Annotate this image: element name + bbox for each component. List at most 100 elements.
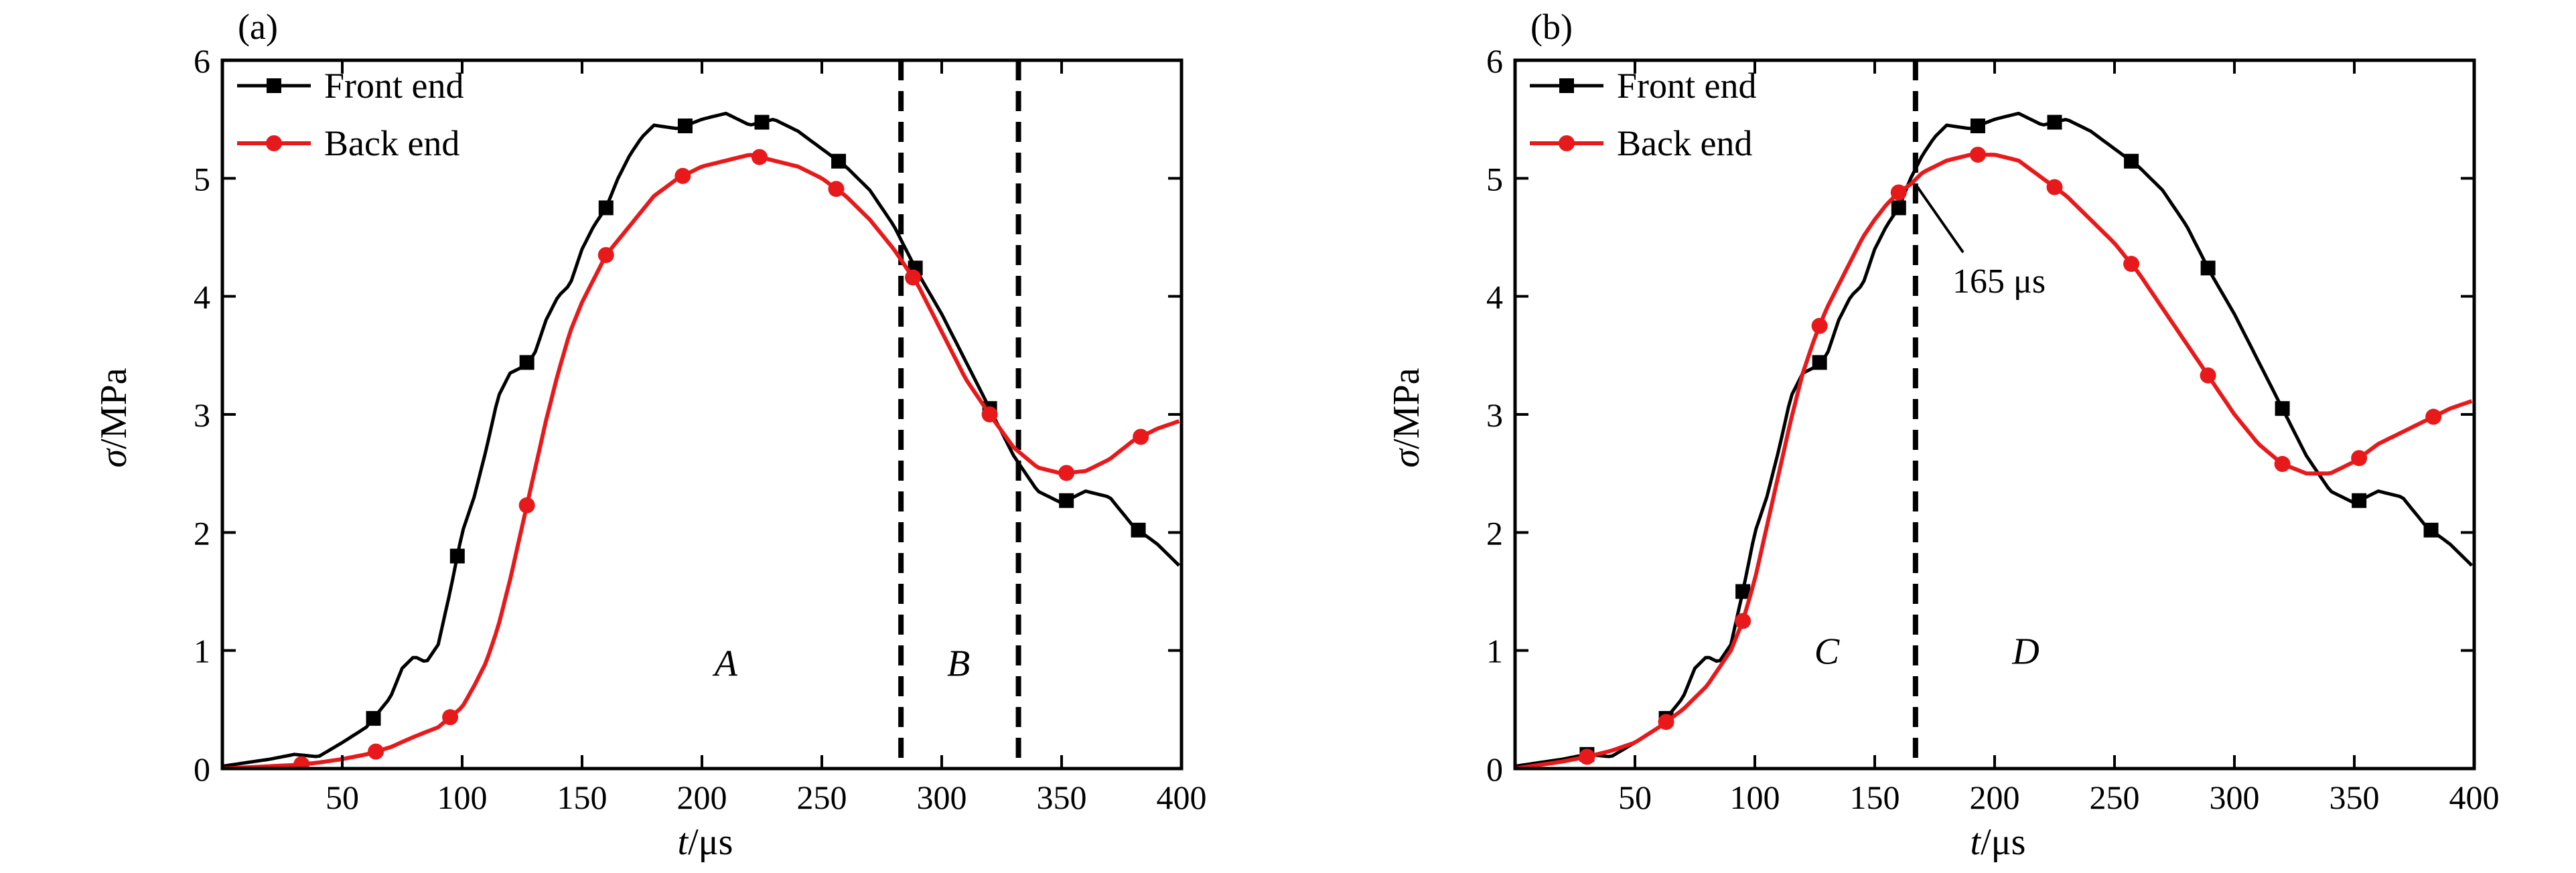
- data-point: [366, 711, 381, 726]
- legend-label: Front end: [1617, 66, 1757, 106]
- legend: Front end Back end: [237, 66, 464, 163]
- data-point: [831, 153, 847, 169]
- legend-marker: [267, 78, 281, 93]
- data-point: [2275, 401, 2290, 416]
- data-point: [597, 246, 614, 263]
- x-tick-label: 250: [2090, 779, 2140, 816]
- data-point: [828, 181, 845, 197]
- x-tick-label: 300: [917, 779, 967, 816]
- data-point: [1658, 714, 1674, 730]
- data-point: [1735, 584, 1751, 599]
- data-point: [2274, 456, 2291, 473]
- data-point: [2351, 450, 2368, 467]
- y-tick-label: 4: [194, 279, 210, 316]
- data-point: [2046, 179, 2063, 195]
- y-axis-variable: σ: [93, 447, 135, 467]
- series-front-end: [1515, 111, 2474, 768]
- y-tick-label: 5: [1486, 160, 1503, 197]
- x-axis-variable: t: [1971, 821, 1982, 863]
- x-axis-title: t/μs: [1971, 821, 2026, 863]
- x-tick-label: 350: [2330, 779, 2380, 816]
- data-point: [674, 167, 691, 184]
- annotation-label: 165 μs: [1952, 262, 2046, 301]
- data-point: [677, 118, 693, 134]
- chart-panel-a: (a) 50 100 150 200 250 300 350 400 0 1 2 3 4 5 6 t/μs σ/M…: [93, 7, 1207, 863]
- legend-marker: [1559, 135, 1575, 151]
- data-point: [1735, 613, 1751, 629]
- x-tick-label: 50: [1618, 779, 1652, 816]
- data-point: [519, 355, 534, 370]
- data-point: [751, 149, 768, 165]
- plot-frame: [1513, 58, 2476, 771]
- x-tick-label: 150: [1850, 779, 1900, 816]
- y-axis-title: σ/MPa: [93, 368, 135, 467]
- y-tick-label: 1: [194, 633, 210, 670]
- x-tick-label: 100: [1730, 779, 1780, 816]
- data-point: [1058, 465, 1075, 481]
- data-point: [2123, 256, 2140, 272]
- data-point: [368, 743, 384, 760]
- data-point: [1891, 200, 1906, 216]
- legend-label: Back end: [324, 123, 459, 163]
- data-point: [2352, 493, 2367, 508]
- data-point: [2200, 367, 2216, 384]
- data-point: [1811, 317, 1828, 334]
- series-line: [222, 111, 1181, 768]
- region-label: B: [947, 643, 970, 684]
- y-axis-title: σ/MPa: [1386, 368, 1427, 467]
- data-point: [2200, 260, 2216, 276]
- data-point: [1969, 147, 1986, 163]
- y-tick-label: 6: [1486, 42, 1503, 80]
- y-tick-label: 5: [194, 160, 210, 197]
- panel-label: (b): [1530, 7, 1573, 47]
- y-axis-unit: /MPa: [1386, 368, 1427, 449]
- data-point: [2423, 522, 2439, 538]
- y-tick-label: 2: [1486, 514, 1503, 552]
- data-point: [905, 269, 922, 286]
- series-line: [1515, 153, 2473, 769]
- x-tick-label: 400: [1157, 779, 1207, 816]
- y-tick-label: 3: [1486, 396, 1503, 434]
- y-tick-label: 6: [194, 42, 210, 80]
- series-line: [1515, 111, 2474, 768]
- data-point: [1970, 118, 1985, 134]
- legend-marker: [1559, 78, 1574, 93]
- y-axis-variable: σ: [1386, 447, 1427, 467]
- data-point: [1579, 748, 1595, 765]
- data-point: [1890, 184, 1907, 201]
- y-axis-unit: /MPa: [93, 368, 135, 449]
- x-tick-label: 250: [797, 779, 847, 816]
- data-point: [449, 548, 465, 564]
- data-point: [293, 756, 310, 769]
- chart-panel-b: (b) 50 100 150 200 250 300 350 400 0 1 2 3 4 5 6 t/μs σ/M…: [1386, 7, 2500, 863]
- x-tick-label: 350: [1037, 779, 1087, 816]
- data-point: [754, 114, 770, 130]
- data-point: [1131, 522, 1146, 538]
- y-tick-label: 4: [1486, 279, 1503, 316]
- y-tick-label: 1: [1486, 633, 1503, 670]
- data-point: [2124, 153, 2139, 169]
- annotation-pointer: [1914, 183, 1964, 254]
- x-tick-label: 100: [437, 779, 488, 816]
- data-point: [2047, 114, 2062, 130]
- data-point: [518, 497, 535, 513]
- legend-label: Front end: [324, 66, 464, 106]
- series-line: [222, 153, 1180, 769]
- x-axis-variable: t: [678, 821, 689, 863]
- x-tick-label: 400: [2449, 779, 2500, 816]
- x-tick-label: 200: [1970, 779, 2020, 816]
- legend: Front end Back end: [1530, 66, 1757, 163]
- series-back-end: [1515, 147, 2473, 769]
- x-tick-label: 300: [2210, 779, 2260, 816]
- y-tick-label: 2: [194, 514, 210, 552]
- region-label: A: [712, 643, 738, 684]
- y-tick-label: 0: [1486, 750, 1503, 788]
- series-back-end: [222, 149, 1180, 769]
- data-point: [1059, 493, 1074, 508]
- data-point: [2425, 408, 2442, 425]
- y-tick-label: 3: [194, 396, 210, 434]
- legend-label: Back end: [1617, 123, 1752, 163]
- x-axis-title: t/μs: [678, 821, 733, 863]
